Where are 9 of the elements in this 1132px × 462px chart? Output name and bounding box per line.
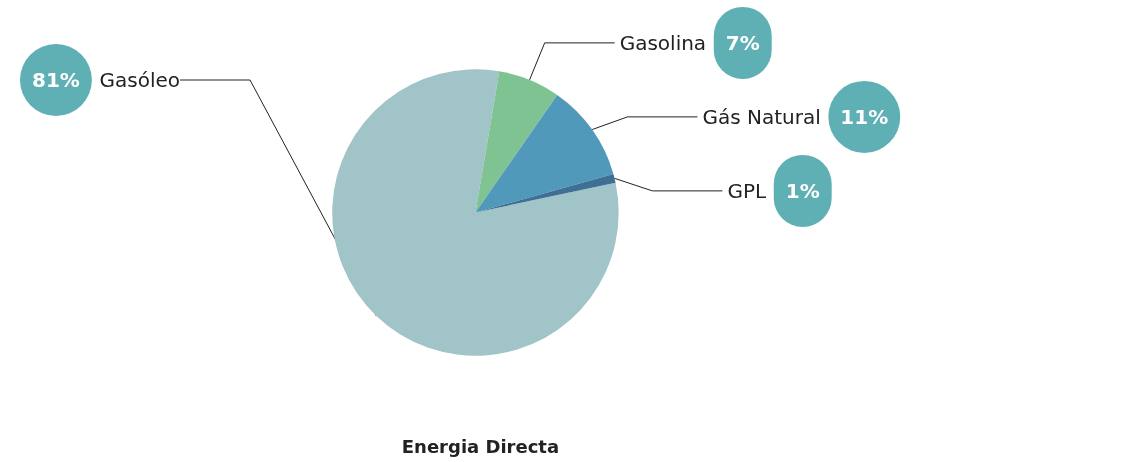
data-label: 81% <box>32 68 80 92</box>
data-label: 7% <box>725 30 760 55</box>
text: Energia Directa <box>401 435 560 457</box>
slice-label: GPL <box>727 178 767 203</box>
slice-label: Gasóleo <box>99 68 181 92</box>
data-label: 1% <box>785 178 820 203</box>
slice-label: Gás Natural <box>702 104 821 129</box>
slice-label: Gasolina <box>619 30 707 55</box>
data-label: 11% <box>840 104 889 129</box>
